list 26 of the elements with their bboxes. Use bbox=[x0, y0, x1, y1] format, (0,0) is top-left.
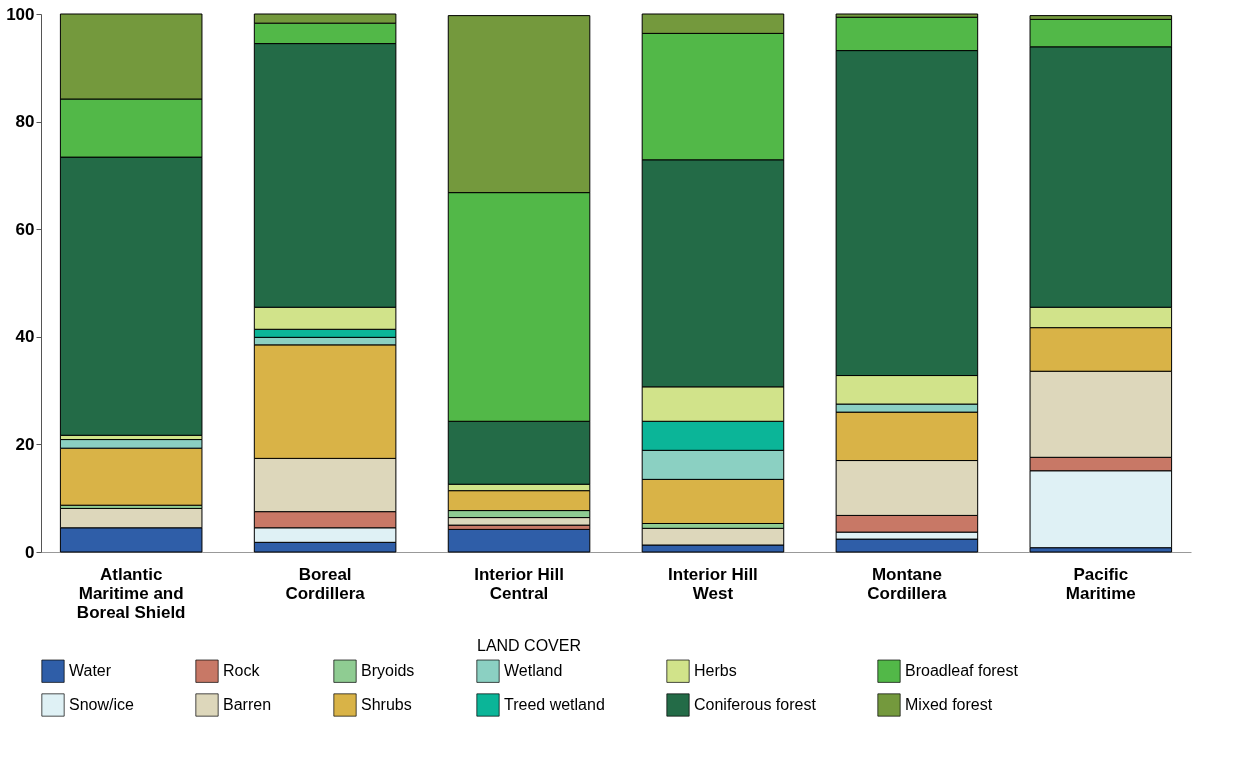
y-tick-label: 0 bbox=[25, 542, 35, 562]
legend-label: Herbs bbox=[694, 662, 737, 680]
legend-label: Shrubs bbox=[361, 696, 412, 713]
legend-label: Rock bbox=[223, 662, 261, 680]
x-tick-label: Boreal Cordillera bbox=[285, 564, 366, 603]
x-tick-label: Interior Hill Central bbox=[474, 564, 564, 603]
legend-title: LAND COVER bbox=[476, 637, 582, 654]
legend-label: Barren bbox=[223, 696, 272, 713]
x-tick-label: Montane Cordillera bbox=[867, 564, 948, 603]
y-tick-label: 60 bbox=[15, 219, 35, 239]
bar bbox=[447, 528, 591, 553]
x-tick-label: Pacific Maritime bbox=[1065, 564, 1136, 603]
legend-label: Wetland bbox=[504, 662, 563, 680]
legend-label: Bryoids bbox=[361, 662, 415, 680]
y-tick-label: 20 bbox=[15, 434, 35, 454]
legend-label: Coniferous forest bbox=[694, 696, 817, 713]
legend-label: Broadleaf forest bbox=[905, 662, 1019, 680]
y-tick-label: 80 bbox=[15, 112, 35, 132]
y-tick-label: 40 bbox=[15, 327, 35, 347]
legend-label: Treed wetland bbox=[504, 696, 605, 713]
y-tick-label: 100 bbox=[6, 4, 35, 24]
x-tick-label: Interior Hill West bbox=[668, 564, 758, 603]
legend-label: Water bbox=[69, 662, 112, 680]
legend-label: Snow/ice bbox=[69, 696, 135, 713]
legend-label: Mixed forest bbox=[905, 696, 993, 713]
x-tick-label: Atlantic Maritime and Boreal Shield bbox=[76, 564, 186, 622]
